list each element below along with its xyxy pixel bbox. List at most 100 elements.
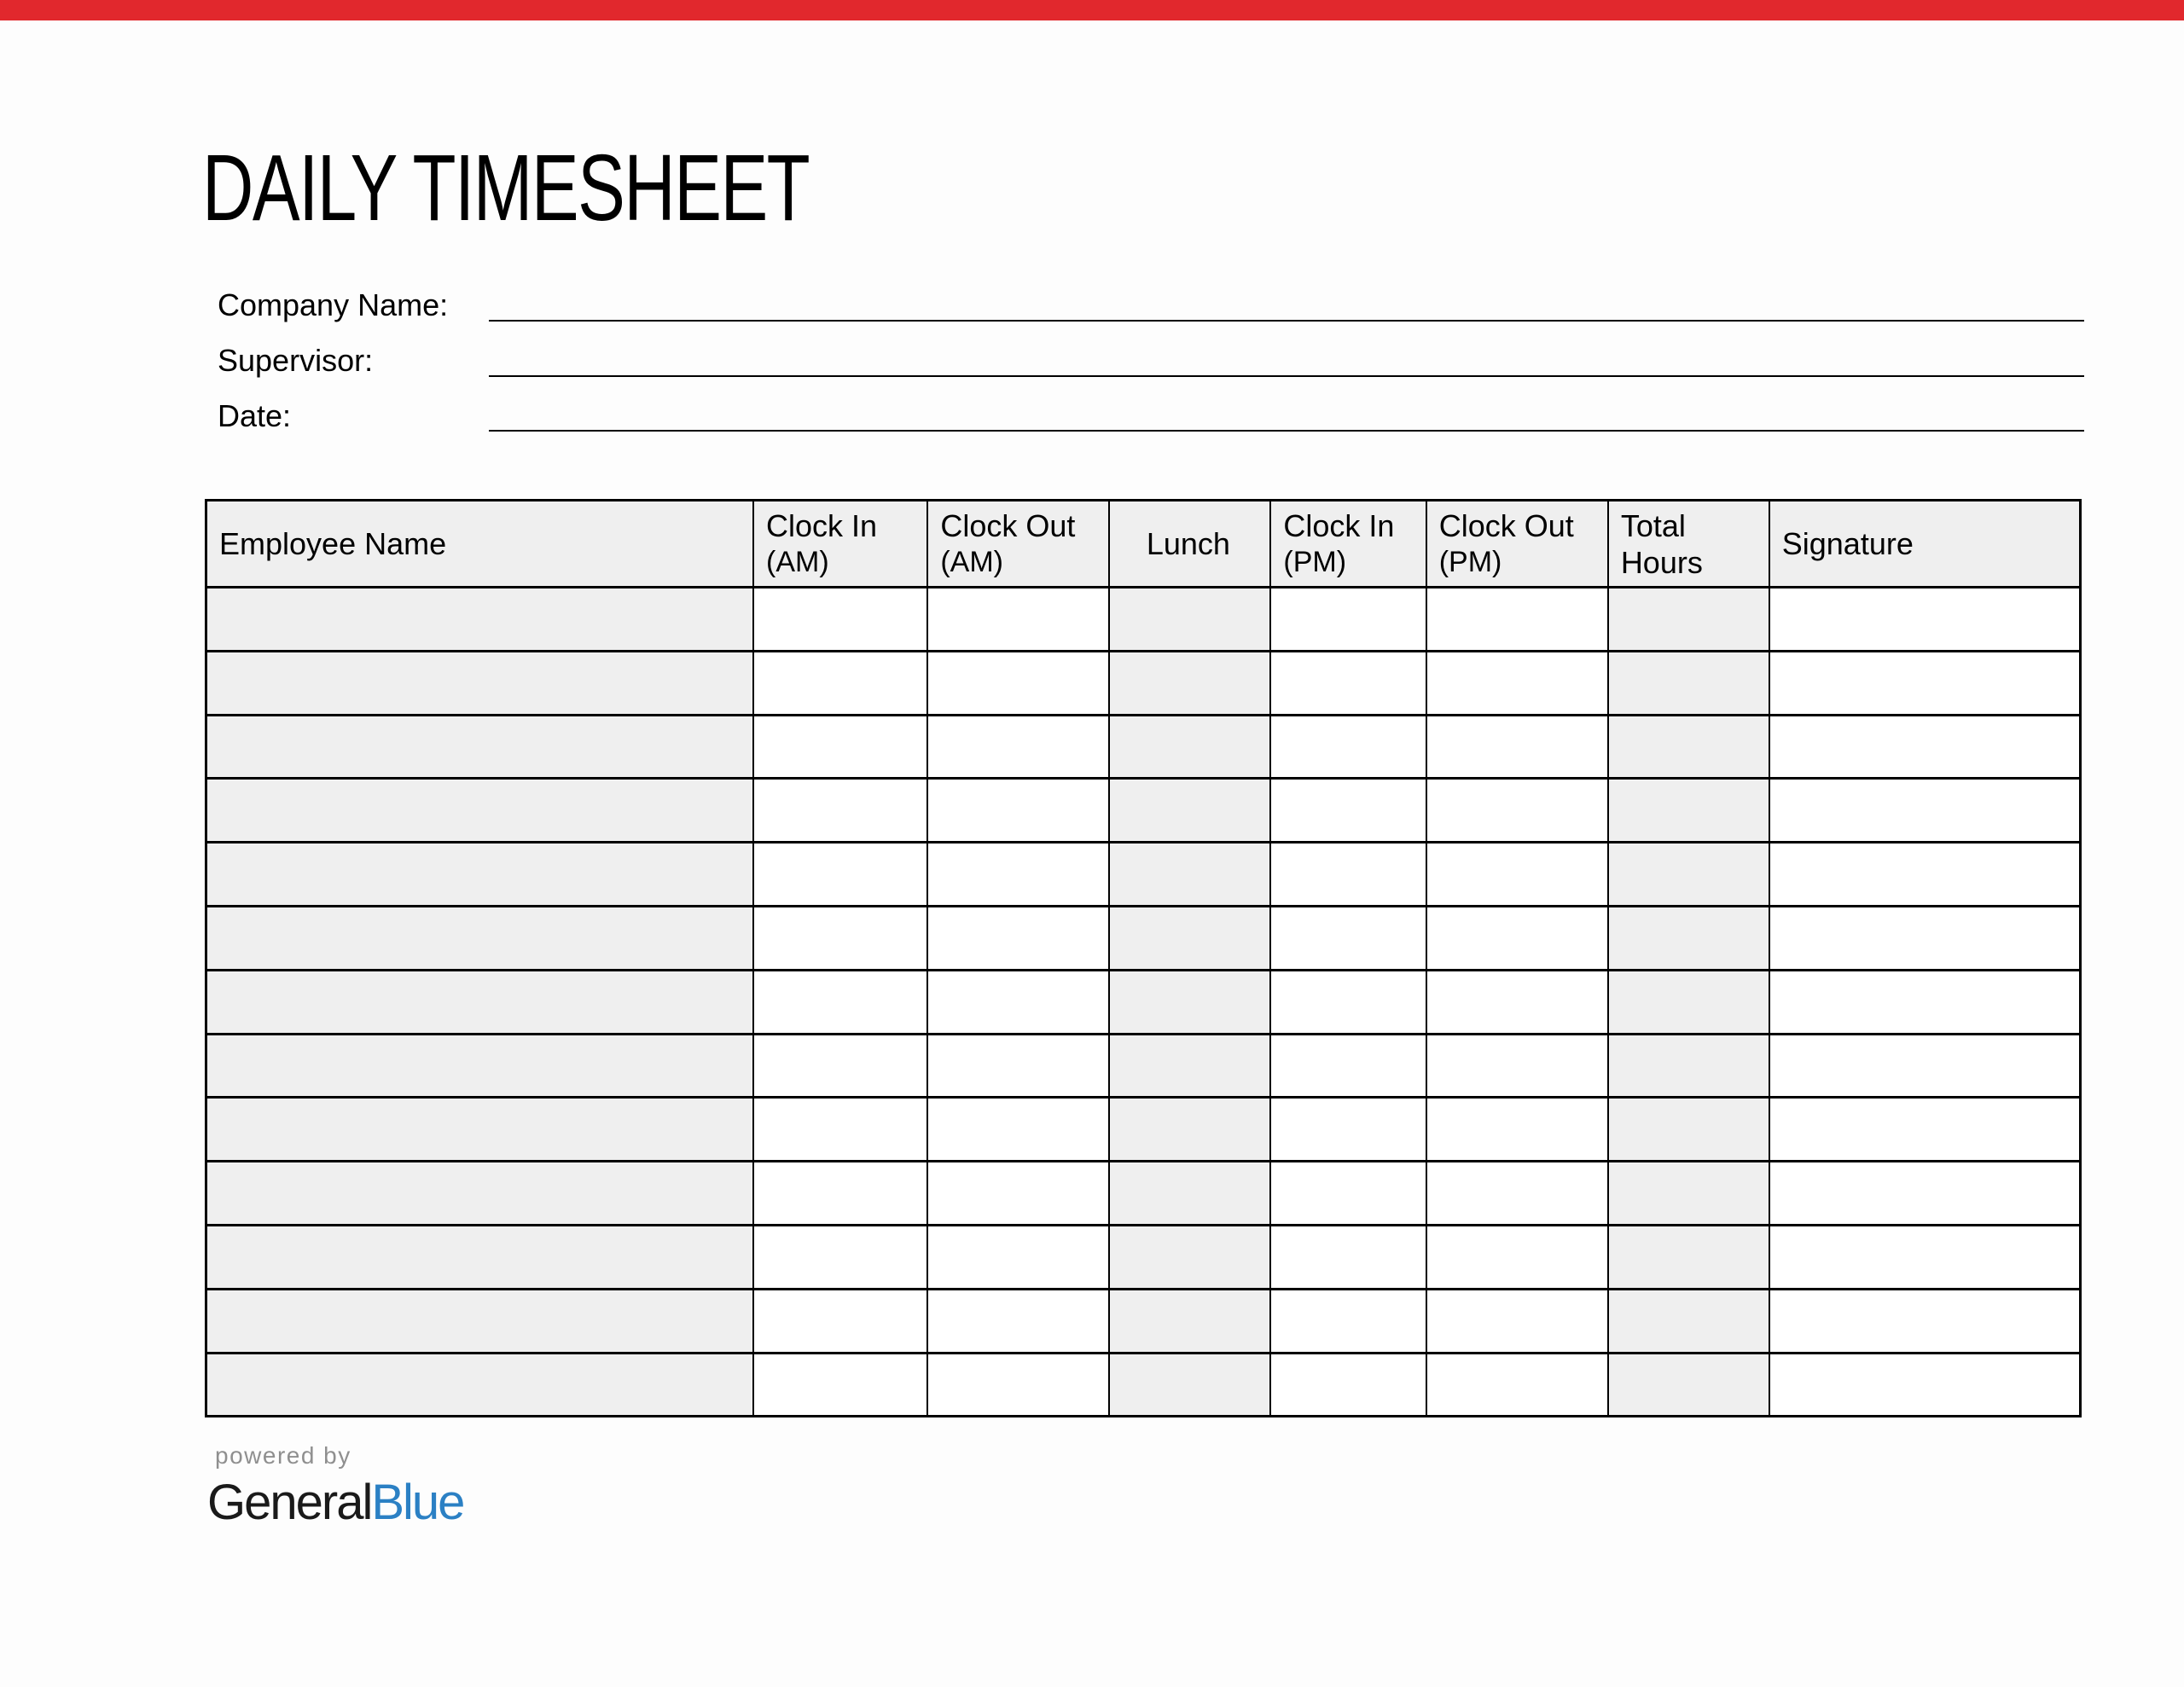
table-cell — [1108, 777, 1271, 843]
table-cell — [1606, 777, 1769, 843]
table-cell — [752, 1096, 928, 1162]
table-cell — [1606, 1160, 1769, 1226]
brand-blue: Blue — [371, 1475, 465, 1530]
table-cell — [1606, 649, 1769, 716]
table-cell — [1269, 1096, 1426, 1162]
table-cell — [1269, 1351, 1426, 1417]
page-title: DAILY TIMESHEET — [202, 136, 810, 241]
table-cell — [1269, 1287, 1426, 1354]
column-header-clock-out-am-: Clock Out (AM) — [926, 500, 1110, 588]
table-cell — [752, 777, 928, 843]
table-cell — [205, 649, 754, 716]
column-header-signature: Signature — [1768, 500, 2081, 588]
column-header-clock-out-pm-: Clock Out (PM) — [1425, 500, 1608, 588]
table-row — [205, 1096, 2081, 1162]
table-cell — [752, 649, 928, 716]
field-line-date — [489, 430, 2084, 432]
table-header-row: Employee Name Clock In (AM) Clock Out (AM) Lu… — [205, 500, 2081, 588]
table-cell — [205, 1351, 754, 1417]
table-cell — [1768, 1032, 2081, 1098]
table-cell — [1108, 713, 1271, 779]
table-row — [205, 777, 2081, 843]
table-cell — [752, 1223, 928, 1290]
table-cell — [926, 1223, 1110, 1290]
table-cell — [1768, 904, 2081, 971]
table-cell — [1425, 586, 1608, 652]
table-cell — [752, 841, 928, 907]
table-row — [205, 841, 2081, 907]
table-cell — [1425, 1096, 1608, 1162]
table-row — [205, 586, 2081, 652]
field-line-company-name — [489, 320, 2084, 322]
table-cell — [205, 841, 754, 907]
table-cell — [1425, 649, 1608, 716]
table-cell — [205, 1096, 754, 1162]
table-cell — [1425, 1032, 1608, 1098]
table-cell — [752, 586, 928, 652]
table-row — [205, 649, 2081, 716]
top-red-bar — [0, 0, 2184, 20]
table-row — [205, 713, 2081, 779]
column-header-total-hours: Total Hours — [1606, 500, 1769, 588]
table-cell — [1606, 1032, 1769, 1098]
table-cell — [1768, 1287, 2081, 1354]
table-cell — [1108, 649, 1271, 716]
table-cell — [1269, 904, 1426, 971]
table-cell — [1108, 1287, 1271, 1354]
table-cell — [752, 1032, 928, 1098]
table-row — [205, 1032, 2081, 1098]
field-label-company-name: Company Name: — [218, 287, 449, 322]
field-label-supervisor: Supervisor: — [218, 343, 374, 378]
timesheet-table: Employee Name Clock In (AM) Clock Out (AM) Lu… — [205, 499, 2082, 1418]
table-cell — [205, 586, 754, 652]
table-cell — [1768, 1096, 2081, 1162]
table-cell — [1269, 777, 1426, 843]
table-row — [205, 1223, 2081, 1290]
field-line-supervisor — [489, 375, 2084, 377]
table-header: Employee Name Clock In (AM) Clock Out (AM) Lu… — [205, 500, 2081, 588]
column-header-clock-in-am-: Clock In (AM) — [752, 500, 928, 588]
table-cell — [752, 1351, 928, 1417]
table-row — [205, 904, 2081, 971]
table-cell — [1108, 586, 1271, 652]
table-cell — [1606, 586, 1769, 652]
table-cell — [1606, 1096, 1769, 1162]
table-cell — [1108, 1096, 1271, 1162]
table-cell — [752, 904, 928, 971]
table-row — [205, 1287, 2081, 1354]
table-cell — [926, 713, 1110, 779]
table-cell — [1425, 713, 1608, 779]
powered-by-label: powered by — [215, 1442, 351, 1469]
table-cell — [1425, 1287, 1608, 1354]
table-cell — [1425, 968, 1608, 1035]
table-cell — [1108, 1351, 1271, 1417]
table-cell — [1269, 1032, 1426, 1098]
table-cell — [926, 1351, 1110, 1417]
table-cell — [1606, 1223, 1769, 1290]
table-cell — [1768, 777, 2081, 843]
table-cell — [1108, 904, 1271, 971]
table-cell — [1425, 1351, 1608, 1417]
table-cell — [1108, 1032, 1271, 1098]
table-row — [205, 1160, 2081, 1226]
table-cell — [205, 968, 754, 1035]
table-cell — [1425, 904, 1608, 971]
table-cell — [926, 904, 1110, 971]
table-cell — [1606, 904, 1769, 971]
table-row — [205, 968, 2081, 1035]
column-header-clock-in-pm-: Clock In (PM) — [1269, 500, 1426, 588]
table-cell — [926, 586, 1110, 652]
table-cell — [926, 777, 1110, 843]
table-cell — [1606, 841, 1769, 907]
table-cell — [1425, 1223, 1608, 1290]
table-cell — [205, 713, 754, 779]
table-cell — [1425, 841, 1608, 907]
table-cell — [1269, 586, 1426, 652]
table-row — [205, 1351, 2081, 1417]
table-cell — [752, 1160, 928, 1226]
table-cell — [1768, 713, 2081, 779]
table-cell — [1269, 649, 1426, 716]
table-cell — [205, 1032, 754, 1098]
table-cell — [1269, 968, 1426, 1035]
brand-general: General — [207, 1475, 373, 1530]
